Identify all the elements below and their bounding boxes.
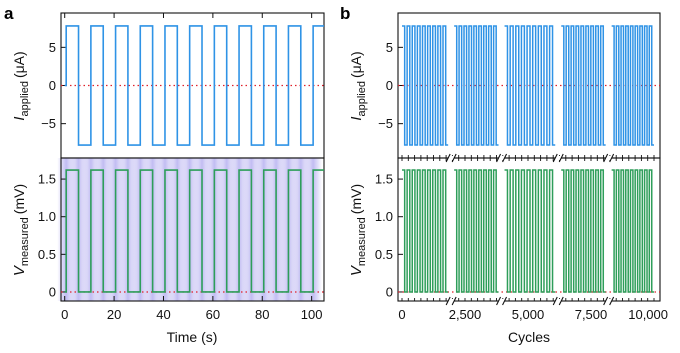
panel-a-voltage-ylabel: Vmeasured (mV) <box>11 184 31 276</box>
panel-b-break-mark <box>558 153 564 163</box>
panel-b-break-gap <box>605 299 612 303</box>
panel-b-current-series <box>402 25 654 146</box>
panel-a-voltage-ylabel-base: V <box>11 264 28 276</box>
panel-b-xtick-label: 5,000 <box>512 307 545 322</box>
panel-a-current-ylabel: Iapplied (μA) <box>11 51 31 120</box>
panel-b-voltage-ylabel-base: V <box>348 264 365 276</box>
panel-b-voltage-ylabel-sub: measured <box>356 217 368 266</box>
panel-b-xticks: 0 2,500 5,000 7,500 10,000 <box>398 307 668 322</box>
panel-a-current-series <box>64 25 324 146</box>
panel-b-break-gap <box>448 156 455 160</box>
panel-b-break-mark <box>445 153 451 163</box>
panel-b-break-gap <box>605 156 612 160</box>
panel-a-xticks: 0 20 40 60 80 100 <box>61 13 323 322</box>
panel-a-current-ylabel-sub: applied <box>19 81 31 116</box>
panel-a-xtick-label: 20 <box>107 307 121 322</box>
panel-b-break-mark <box>496 296 502 306</box>
panel-a-xtick-label: 40 <box>156 307 170 322</box>
panel-a-xlabel: Time (s) <box>167 329 218 345</box>
panel-b-voltage-ylabel-unit: (mV) <box>348 184 364 214</box>
panel-a-current-ytick-label: −5 <box>41 116 56 131</box>
panel-b-break-mark <box>603 153 609 163</box>
panel-b-break-mark <box>451 153 457 163</box>
panel-b-break-mark <box>603 296 609 306</box>
panel-a-current-ylabel-base: I <box>11 117 28 121</box>
panel-b-voltage-series <box>402 169 654 293</box>
panel-b-break-mark <box>502 153 508 163</box>
panel-a-voltage-ytick-label: 1.5 <box>38 172 56 187</box>
panel-a-voltage-ytick-label: 1.0 <box>38 209 56 224</box>
panel-b-voltage-ytick-label: 1.0 <box>375 209 393 224</box>
panel-b-current-ytick-label: 0 <box>386 78 393 93</box>
panel-b-break-mark <box>502 296 508 306</box>
panel-a-voltage-ytick-label: 0 <box>49 284 56 299</box>
panel-a-letter: a <box>4 4 14 23</box>
panel-b-break-mark <box>552 153 558 163</box>
panel-a-xtick-label: 80 <box>255 307 269 322</box>
panel-b-current-ylabel-base: I <box>348 117 365 121</box>
panel-b-voltage-plot: 0 0.5 1.0 1.5 Vmeasured (mV) <box>348 157 661 302</box>
panel-b-break-gap <box>498 156 505 160</box>
panel-a-voltage-yticks: 0 0.5 1.0 1.5 <box>38 172 66 299</box>
panel-b-break-mark <box>558 296 564 306</box>
panel-b-xtick-label: 2,500 <box>449 307 482 322</box>
panel-b-break-mark <box>609 296 615 306</box>
panel-a-current-plot: −5 0 5 Iapplied (μA) <box>11 12 325 159</box>
panel-b-current-yticks: −5 0 5 <box>378 40 403 131</box>
panel-b-break-gap <box>555 299 562 303</box>
panel-b-break-mark <box>552 296 558 306</box>
panel-a-voltage-ylabel-sub: measured <box>19 217 31 266</box>
panel-b-current-ytick-label: 5 <box>386 40 393 55</box>
panel-b-voltage-ytick-label: 1.5 <box>375 172 393 187</box>
panel-b-current-ylabel-unit: (μA) <box>348 51 364 78</box>
panel-a-voltage-ylabel-unit: (mV) <box>11 184 27 214</box>
panel-b-xtick-label: 10,000 <box>628 307 668 322</box>
panel-b-break-gap <box>498 299 505 303</box>
panel-b-break-gap <box>555 156 562 160</box>
panel-b-current-ytick-label: −5 <box>378 116 393 131</box>
panel-b-break-mark <box>451 296 457 306</box>
panel-b-voltage-ylabel: Vmeasured (mV) <box>348 184 368 276</box>
panel-b: b −5 0 5 Iapplied (μA) 0 0.5 1.0 1.5 Vmeasured… <box>340 4 668 345</box>
panel-b-xtick-label: 7,500 <box>575 307 608 322</box>
panel-b-current-ylabel: Iapplied (μA) <box>348 51 368 120</box>
panel-a-voltage-series <box>64 169 324 293</box>
panel-a-voltage-frame <box>60 157 325 302</box>
panel-b-voltage-ytick-label: 0 <box>386 284 393 299</box>
panel-b-voltage-yticks: 0 0.5 1.0 1.5 <box>375 172 403 299</box>
panel-b-break-mark <box>445 296 451 306</box>
panel-b-xtick-label: 0 <box>398 307 405 322</box>
panel-b-axis-breaks <box>401 153 655 306</box>
panel-b-break-gap <box>448 299 455 303</box>
panel-b-voltage-frame <box>397 157 661 302</box>
panel-a-xtick-label: 60 <box>206 307 220 322</box>
panel-a-xtick-label: 0 <box>61 307 68 322</box>
panel-b-current-ylabel-sub: applied <box>356 81 368 116</box>
panel-b-xlabel: Cycles <box>508 329 550 345</box>
panel-a-xtick-label: 100 <box>301 307 323 322</box>
panel-a-current-ylabel-unit: (μA) <box>11 51 27 78</box>
panel-a-current-ytick-label: 0 <box>49 78 56 93</box>
panel-b-letter: b <box>340 4 350 23</box>
panel-a-voltage-ytick-label: 0.5 <box>38 247 56 262</box>
panel-a-voltage-plot: 0 0.5 1.0 1.5 Vmeasured (mV) <box>11 157 325 302</box>
panel-b-current-plot: −5 0 5 Iapplied (μA) <box>348 12 661 159</box>
panel-a-current-yticks: −5 0 5 <box>41 40 66 131</box>
panel-a-current-ytick-label: 5 <box>49 40 56 55</box>
panel-b-voltage-ytick-label: 0.5 <box>375 247 393 262</box>
panel-a: a −5 0 5 Iapplied (μA) 0 0.5 1.0 1.5 Vmeasured… <box>4 4 325 345</box>
panel-b-break-mark <box>609 153 615 163</box>
panel-b-break-mark <box>496 153 502 163</box>
